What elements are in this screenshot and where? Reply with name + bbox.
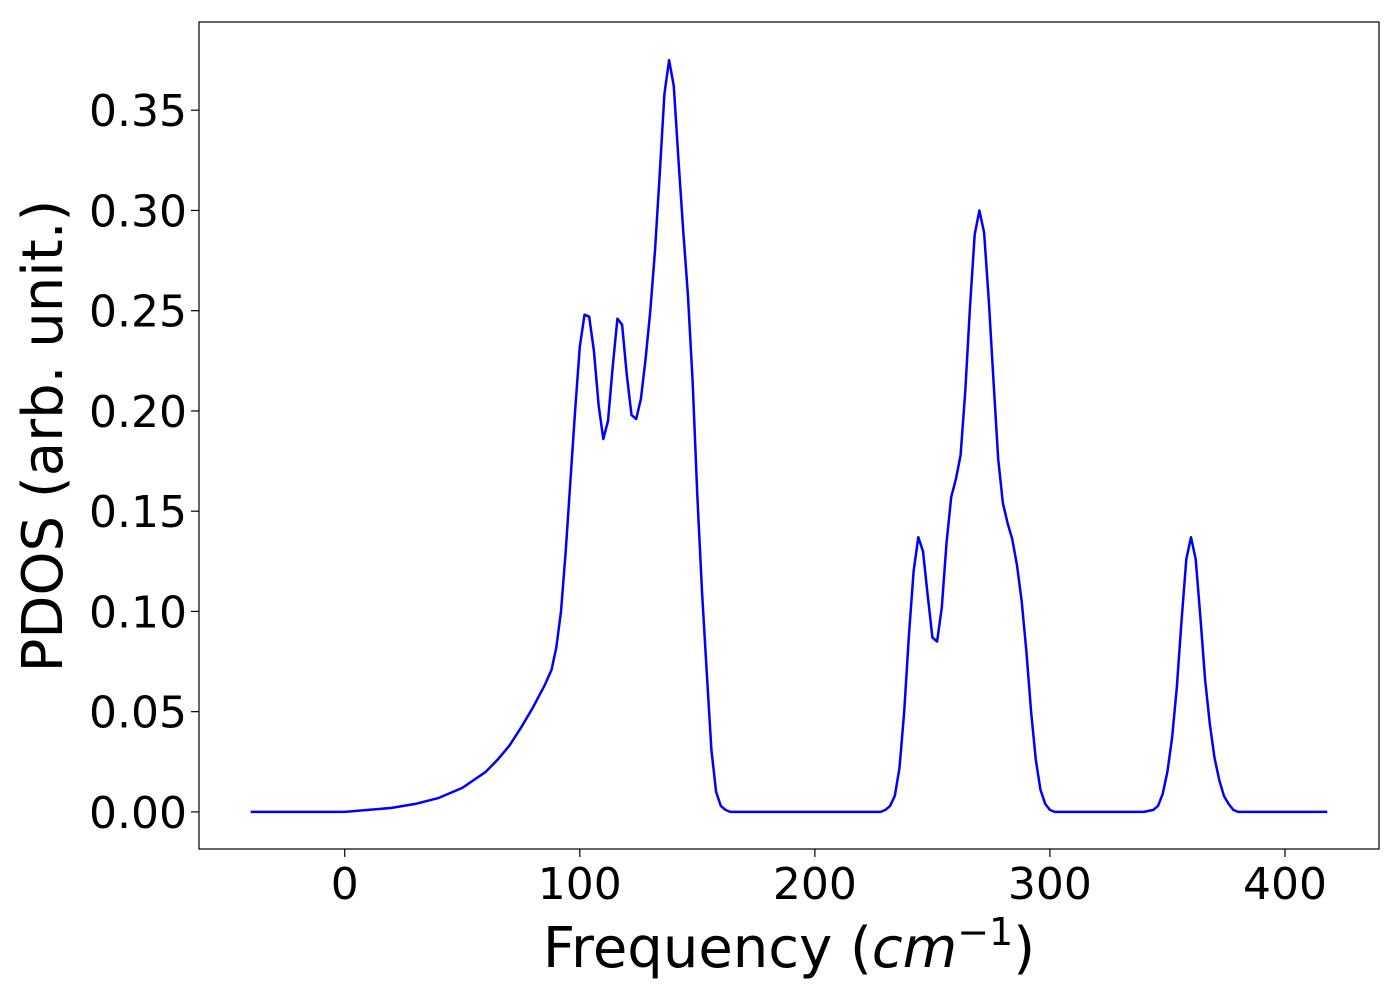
y-axis-ticks: 0.00 0.05 0.10 0.15 0.20 0.25 0.30 0.35 <box>89 86 199 839</box>
y-tick-label: 0.25 <box>89 287 187 338</box>
y-tick-label: 0.05 <box>89 688 187 739</box>
x-tick-label: 200 <box>773 859 857 910</box>
x-axis-title-exponent: −1 <box>957 910 1013 954</box>
series-layer <box>250 58 1328 814</box>
x-tick-label: 100 <box>538 859 622 910</box>
y-tick-label: 0.00 <box>89 788 187 839</box>
x-axis-title: Frequency (cm−1) <box>543 910 1035 981</box>
y-axis-title: PDOS (arb. unit.) <box>11 200 76 673</box>
x-axis-title-math: cm <box>872 916 957 981</box>
y-tick-label: 0.35 <box>89 86 187 137</box>
y-tick-label: 0.10 <box>89 587 187 638</box>
series-line-0 <box>250 58 1328 814</box>
x-axis-ticks: 0 100 200 300 400 <box>331 849 1327 910</box>
y-tick-label: 0.20 <box>89 387 187 438</box>
x-tick-label: 300 <box>1008 859 1092 910</box>
x-axis-title-text: Frequency ( <box>543 916 872 981</box>
y-tick-label: 0.30 <box>89 186 187 237</box>
plot-frame <box>198 21 1380 850</box>
x-axis-title-close: ) <box>1013 916 1035 981</box>
plot-area <box>199 22 1379 849</box>
y-tick-label: 0.15 <box>89 487 187 538</box>
x-tick-label: 400 <box>1243 859 1327 910</box>
x-tick-label: 0 <box>331 859 359 910</box>
